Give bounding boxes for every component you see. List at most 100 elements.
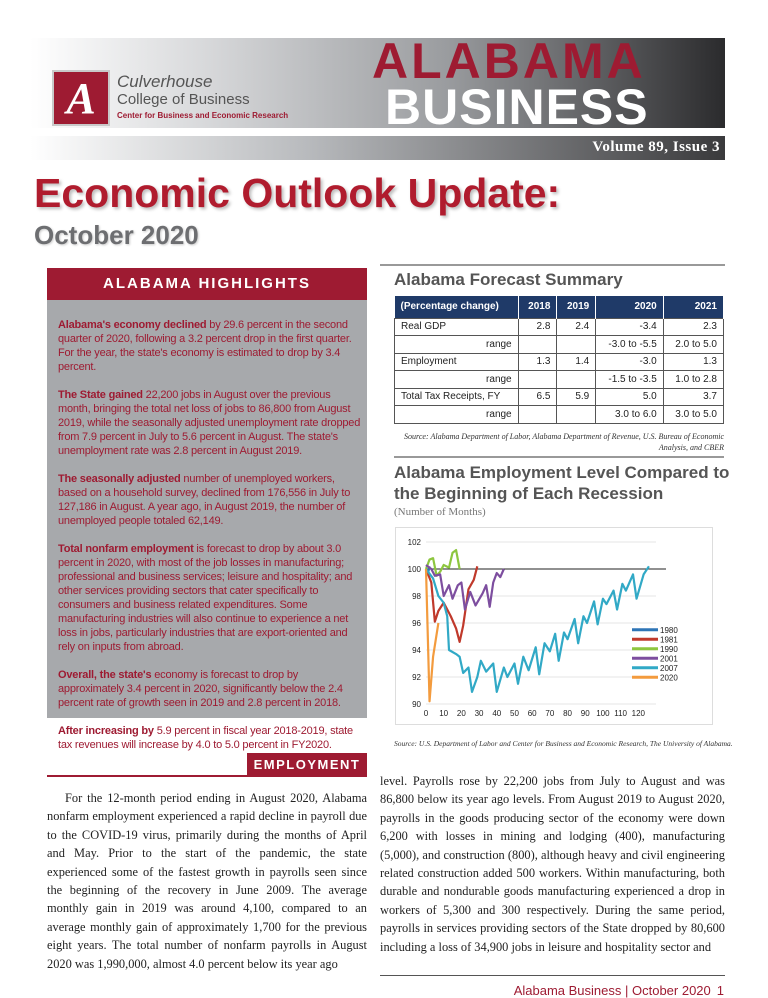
x-tick-label: 20: [457, 709, 466, 718]
table-cell: 2.4: [556, 317, 597, 336]
highlight-text: by 29.6 percent in the second quarter of…: [58, 319, 352, 373]
table-cell: 2.3: [662, 317, 725, 336]
college-name-line2: College of Business: [117, 91, 250, 108]
table-cell: 1.3: [517, 352, 558, 371]
table-cell: Employment: [394, 352, 519, 371]
highlight-text: economy is forecast to drop by approxima…: [58, 669, 343, 709]
footer: Alabama Business | October 2020 1: [514, 983, 724, 998]
forecast-source: Source: Alabama Department of Labor, Ala…: [404, 432, 724, 452]
table-cell: 6.5: [517, 387, 558, 406]
y-tick-label: 92: [412, 673, 421, 682]
x-tick-label: 60: [528, 709, 537, 718]
chart-title: Alabama Employment Level Compared to the…: [394, 463, 730, 503]
y-tick-label: 90: [412, 700, 421, 709]
column-header: 2021: [663, 296, 725, 318]
highlight-lead: After increasing by: [58, 725, 154, 737]
highlight-item: The State gained 22,200 jobs in August o…: [58, 388, 363, 458]
x-tick-label: 70: [545, 709, 554, 718]
divider: [380, 264, 725, 266]
divider: [394, 456, 724, 458]
masthead-business: BUSINESS: [385, 86, 649, 128]
column-header: 2018: [518, 296, 558, 318]
forecast-table: (Percentage change) 2018 2019 2020 2021 Real …: [394, 296, 725, 424]
table-cell: 1.4: [556, 352, 597, 371]
college-name-line1: Culverhouse: [117, 72, 213, 91]
masthead-alabama: ALABAMA: [372, 36, 646, 86]
table-cell: range: [394, 335, 519, 354]
table-row: Total Tax Receipts, FY 6.5 5.9 5.0 3.7: [394, 387, 725, 406]
highlight-text: 5.9 percent in fiscal year 2018-2019, st…: [58, 725, 353, 751]
table-row: range 3.0 to 6.0 3.0 to 5.0: [394, 405, 725, 424]
legend-label: 2001: [660, 654, 678, 663]
employment-heading: EMPLOYMENT: [247, 753, 367, 777]
x-tick-label: 0: [424, 709, 429, 718]
highlight-lead: Total nonfarm employment: [58, 543, 194, 555]
x-tick-label: 100: [596, 709, 610, 718]
legend-label: 2007: [660, 664, 678, 673]
table-cell: 3.7: [662, 387, 725, 406]
footer-text: Alabama Business | October 2020: [513, 983, 711, 998]
page-title: Economic Outlook Update:: [34, 170, 561, 216]
table-cell: [517, 405, 558, 424]
y-tick-label: 94: [412, 646, 421, 655]
table-cell: [556, 405, 597, 424]
table-cell: 1.0 to 2.8: [662, 370, 725, 389]
table-row: range -3.0 to -5.5 2.0 to 5.0: [394, 335, 725, 354]
footer-rule: [380, 975, 725, 976]
highlight-lead: Overall, the state's: [58, 669, 152, 681]
chart-subtitle: (Number of Months): [394, 506, 486, 518]
x-tick-label: 10: [439, 709, 448, 718]
volume-issue: Volume 89, Issue 3: [592, 139, 720, 155]
chart-source: Source: U.S. Department of Labor and Cen…: [394, 739, 733, 748]
y-tick-label: 98: [412, 592, 421, 601]
chart-frame: 90 92 94 96 98 100 102 0 10 20 30 40 50 60 70 80 90 100 11…: [395, 527, 713, 725]
table-cell: -3.4: [595, 317, 664, 336]
y-tick-label: 96: [412, 619, 421, 628]
table-cell: 2.0 to 5.0: [662, 335, 725, 354]
table-cell: [556, 335, 597, 354]
table-row: range -1.5 to -3.5 1.0 to 2.8: [394, 370, 725, 389]
highlight-text: 22,200 jobs in August over the previous …: [58, 389, 361, 457]
highlight-item: Overall, the state's economy is forecast…: [58, 668, 363, 710]
volume-bar: [30, 136, 725, 160]
legend-label: 1990: [660, 645, 678, 654]
table-cell: range: [394, 370, 519, 389]
highlight-item: Total nonfarm employment is forecast to …: [58, 542, 363, 654]
highlight-item: Alabama's economy declined by 29.6 perce…: [58, 318, 363, 374]
highlight-item: After increasing by 5.9 percent in fisca…: [58, 724, 363, 752]
table-row: Real GDP 2.8 2.4 -3.4 2.3: [394, 317, 725, 336]
column-header: 2020: [595, 296, 664, 318]
highlight-text: is forecast to drop by about 3.0 percent…: [58, 543, 353, 653]
x-tick-label: 30: [475, 709, 484, 718]
masthead-banner: [30, 38, 725, 128]
x-tick-label: 50: [510, 709, 519, 718]
series-line-1990: [424, 549, 461, 577]
table-cell: 1.3: [662, 352, 725, 371]
highlights-list: Alabama's economy declined by 29.6 perce…: [58, 318, 363, 766]
table-cell: [517, 370, 558, 389]
legend-label: 2020: [660, 673, 678, 682]
table-cell: 3.0 to 5.0: [662, 405, 725, 424]
university-logo: A: [52, 70, 110, 126]
column-header: (Percentage change): [394, 296, 519, 318]
table-cell: -3.0: [595, 352, 664, 371]
table-cell: [517, 335, 558, 354]
employment-section-header: EMPLOYMENT: [47, 753, 367, 777]
series-line-2007: [425, 565, 650, 693]
forecast-heading: Alabama Forecast Summary: [394, 270, 623, 289]
highlight-text: number of unemployed workers, based on a…: [58, 473, 351, 527]
employment-text-col1: For the 12-month period ending in August…: [47, 791, 367, 971]
highlight-lead: The seasonally adjusted: [58, 473, 181, 485]
series-line-2001: [425, 564, 505, 611]
x-tick-label: 90: [581, 709, 590, 718]
column-header: 2019: [556, 296, 597, 318]
x-tick-label: 80: [563, 709, 572, 718]
table-cell: 5.9: [556, 387, 597, 406]
legend-label: 1980: [660, 626, 678, 635]
table-cell: 5.0: [595, 387, 664, 406]
highlight-lead: Alabama's economy declined: [58, 319, 207, 331]
table-cell: -1.5 to -3.5: [595, 370, 664, 389]
center-name: Center for Business and Economic Researc…: [117, 111, 289, 120]
page-number: 1: [716, 983, 724, 998]
